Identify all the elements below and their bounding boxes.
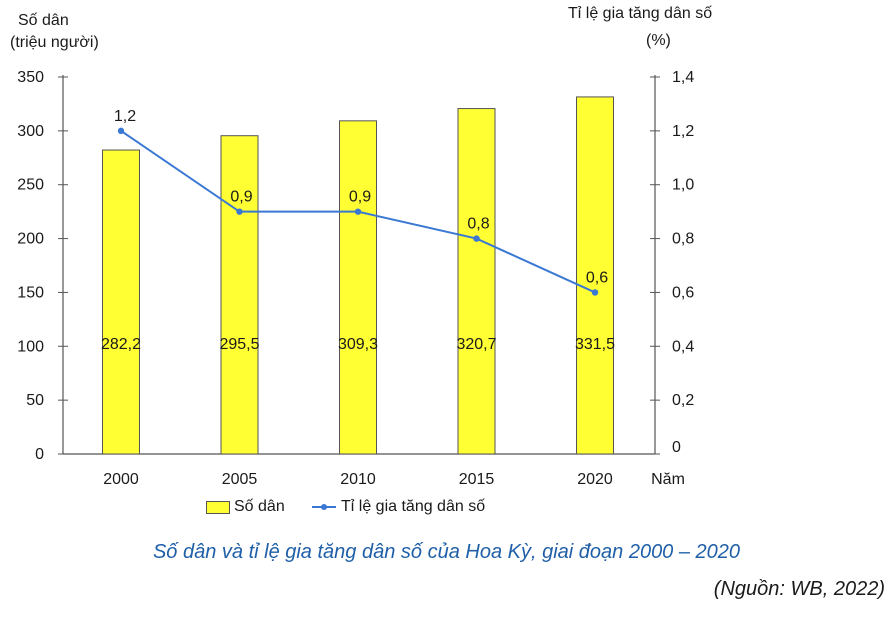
line-point bbox=[354, 208, 362, 215]
figure-source: (Nguồn: WB, 2022) bbox=[713, 578, 885, 600]
line-point bbox=[591, 289, 599, 296]
right-tick-label: 0,6 bbox=[672, 284, 694, 301]
legend-item-population: Số dân bbox=[206, 498, 285, 516]
line-data-label: 0,9 bbox=[349, 189, 371, 206]
line-point bbox=[236, 208, 243, 215]
left-axis-label: Số dân bbox=[18, 12, 69, 29]
bar-data-label: 320,7 bbox=[456, 336, 496, 353]
bar bbox=[102, 149, 140, 455]
right-axis-unit: (%) bbox=[646, 32, 671, 49]
x-tick-label: 2000 bbox=[103, 471, 139, 488]
line-data-label: 0,6 bbox=[586, 269, 608, 286]
right-tick-label: 1,2 bbox=[672, 123, 694, 140]
legend-bar-swatch bbox=[206, 500, 230, 514]
line-data-label: 1,2 bbox=[114, 108, 136, 125]
combo-chart: 0 50 100 150 200 250 300 350 0 0,2 0,4 0,6 0,8 1,0 1,2… bbox=[17, 69, 694, 488]
line-data-label: 0,8 bbox=[467, 216, 489, 233]
line-point bbox=[473, 235, 480, 242]
left-tick-label: 200 bbox=[17, 231, 44, 248]
bar bbox=[220, 135, 259, 455]
right-tick-label: 1,4 bbox=[672, 69, 694, 86]
left-tick-label: 0 bbox=[35, 446, 44, 463]
line-point bbox=[117, 127, 125, 135]
right-tick-label: 0 bbox=[672, 439, 681, 456]
left-tick-label: 50 bbox=[26, 392, 44, 409]
bar bbox=[576, 96, 614, 455]
legend-line-swatch bbox=[312, 501, 336, 513]
x-axis-label: Năm bbox=[651, 471, 685, 488]
line-data-label: 0,9 bbox=[230, 189, 252, 206]
legend-label-population: Số dân bbox=[234, 498, 285, 515]
x-tick-label: 2005 bbox=[222, 471, 258, 488]
left-tick-label: 250 bbox=[17, 177, 44, 194]
bar-data-label: 331,5 bbox=[575, 336, 615, 353]
bar-data-label: 282,2 bbox=[101, 336, 141, 353]
x-tick-label: 2020 bbox=[577, 471, 613, 488]
left-axis-unit: (triệu người) bbox=[10, 34, 99, 51]
bar bbox=[339, 120, 377, 455]
bar-data-label: 309,3 bbox=[338, 336, 378, 353]
left-tick-label: 350 bbox=[17, 69, 44, 86]
right-tick-label: 0,2 bbox=[672, 392, 694, 409]
x-tick-label: 2010 bbox=[340, 471, 376, 488]
left-tick-label: 300 bbox=[17, 123, 44, 140]
legend-item-growth-rate: Tỉ lệ gia tăng dân số bbox=[312, 498, 485, 516]
bar-data-label: 295,5 bbox=[219, 336, 259, 353]
right-tick-label: 0,4 bbox=[672, 338, 694, 355]
right-tick-label: 0,8 bbox=[672, 231, 694, 248]
right-tick-label: 1,0 bbox=[672, 177, 694, 194]
figure-caption: Số dân và tỉ lệ gia tăng dân số của Hoa … bbox=[152, 541, 741, 563]
bar bbox=[457, 108, 496, 455]
left-tick-label: 100 bbox=[17, 338, 44, 355]
legend-label-growth-rate: Tỉ lệ gia tăng dân số bbox=[341, 498, 486, 515]
left-tick-label: 150 bbox=[17, 284, 44, 301]
x-tick-label: 2015 bbox=[459, 471, 495, 488]
right-axis-label: Tỉ lệ gia tăng dân số bbox=[568, 5, 713, 22]
